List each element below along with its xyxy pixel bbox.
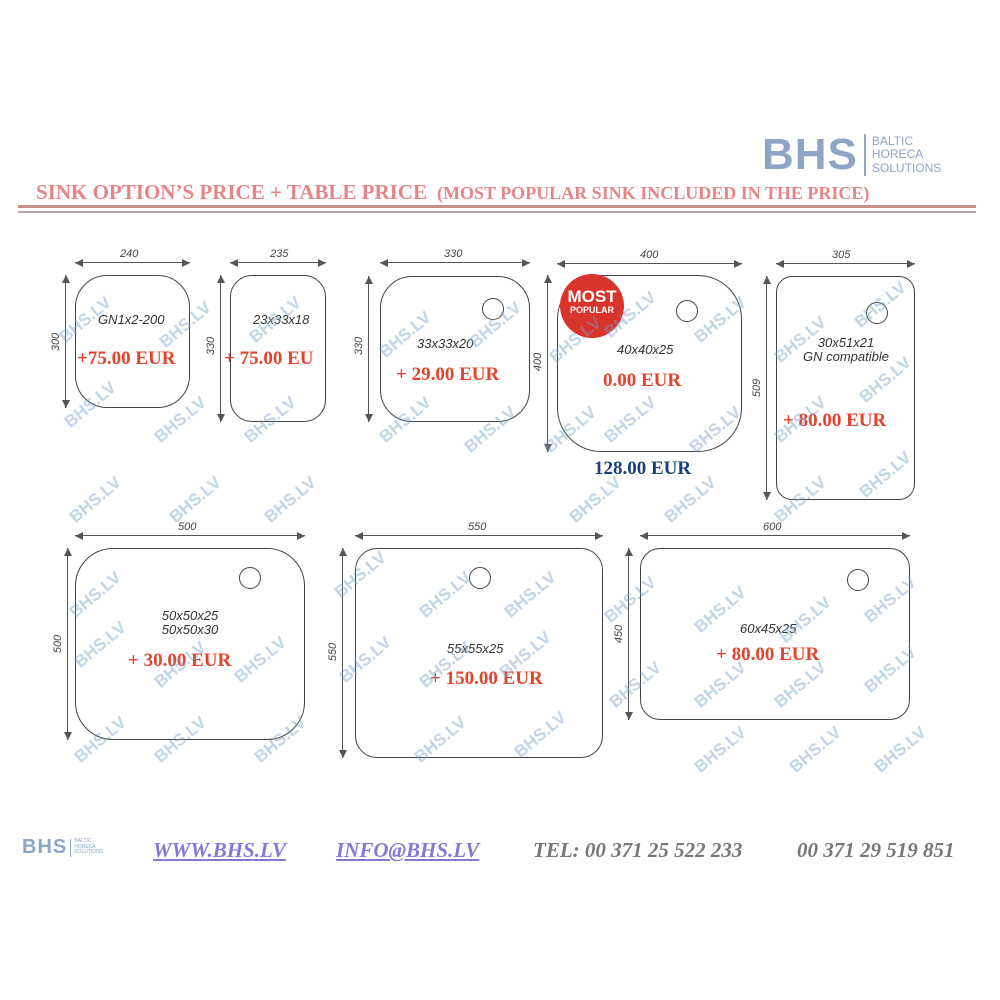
drain-hole (469, 567, 491, 589)
dimension-arrow (217, 275, 225, 422)
dimension-arrow (64, 548, 72, 740)
sink-outline (75, 548, 305, 740)
bhs-watermark: BHS.LV (165, 472, 225, 527)
dimension-label: 305 (832, 249, 851, 261)
dimension-arrow (75, 259, 190, 267)
dimension-arrow (380, 259, 530, 267)
dimension-arrow (640, 532, 910, 540)
price: 0.00 EUR (603, 370, 682, 391)
bhs-watermark: BHS.LV (690, 722, 750, 777)
dimension-label: 550 (468, 521, 487, 533)
dimension-arrow (557, 260, 742, 268)
bhs-watermark: BHS.LV (65, 472, 125, 527)
sink-outline (380, 276, 530, 422)
footer-bhs-logo: BHS BALTIC HORECA SOLUTIONS (22, 836, 104, 858)
dimension-label: 330 (205, 336, 218, 356)
sink-outline (355, 548, 603, 758)
sink-model: 50x50x25 50x50x30 (161, 608, 219, 638)
drain-hole (482, 298, 504, 320)
telephone: TEL: 00 371 25 522 233 (533, 838, 743, 862)
dimension-arrow (776, 260, 915, 268)
dimension-label: 509 (751, 378, 764, 398)
sink-model: 23x33x18 (253, 312, 310, 327)
sink-model: 40x40x25 (617, 342, 674, 357)
bhs-watermark: BHS.LV (565, 472, 625, 527)
page-title: SINK OPTION’S PRICE + TABLE PRICE (MOST P… (36, 180, 870, 204)
dimension-arrow (365, 276, 373, 422)
title-divider (18, 205, 976, 208)
sink-outline (75, 275, 190, 408)
title-divider-2 (18, 211, 976, 213)
sink-model: GN1x2-200 (98, 312, 165, 327)
dimension-arrow (62, 275, 70, 408)
telephone-2: 00 371 29 519 851 (797, 838, 955, 862)
bhs-logo: BHS BALTIC HORECA SOLUTIONS (762, 130, 942, 179)
dimension-label: 500 (52, 634, 65, 654)
drain-hole (239, 567, 261, 589)
bhs-watermark: BHS.LV (660, 472, 720, 527)
dimension-label: 500 (178, 521, 197, 533)
price: + 29.00 EUR (396, 364, 500, 385)
drain-hole (866, 302, 888, 324)
sink-outline (557, 275, 742, 452)
sink-outline (640, 548, 910, 720)
included-price: 128.00 EUR (594, 458, 692, 479)
sink-outline (230, 275, 326, 422)
page-subtitle: (MOST POPULAR SINK INCLUDED IN THE PRICE… (437, 183, 870, 203)
dimension-arrow (544, 275, 552, 452)
website-link[interactable]: WWW.BHS.LV (153, 838, 287, 862)
dimension-label: 330 (444, 248, 463, 260)
email-link[interactable]: INFO@BHS.LV (336, 838, 480, 862)
bhs-watermark: BHS.LV (260, 472, 320, 527)
drain-hole (676, 300, 698, 322)
dimension-label: 400 (640, 249, 659, 261)
sink-model: 60x45x25 (740, 621, 797, 636)
price: + 150.00 EUR (430, 668, 543, 689)
sink-model: 33x33x20 (417, 336, 474, 351)
price: + 75.00 EU (224, 348, 314, 369)
dimension-label: 400 (532, 352, 545, 372)
sink-model: 30x51x21 GN compatible (803, 335, 889, 365)
drain-hole (847, 569, 869, 591)
dimension-label: 550 (327, 642, 340, 662)
dimension-arrow (355, 532, 603, 540)
sink-model: 55x55x25 (447, 641, 504, 656)
dimension-label: 450 (613, 624, 626, 644)
dimension-arrow (75, 532, 305, 540)
dimension-arrow (625, 548, 633, 720)
price: + 80.00 EUR (716, 644, 820, 665)
dimension-label: 600 (763, 521, 782, 533)
sink-outline (776, 276, 915, 500)
price: + 30.00 EUR (128, 650, 232, 671)
bhs-watermark: BHS.LV (785, 722, 845, 777)
dimension-arrow (230, 259, 326, 267)
price: +75.00 EUR (77, 348, 176, 369)
price: + 80.00 EUR (783, 410, 887, 431)
most-popular-badge: MOST POPULAR (560, 274, 624, 338)
dimension-label: 330 (353, 336, 366, 356)
dimension-arrow (339, 548, 347, 758)
dimension-arrow (763, 276, 771, 500)
bhs-watermark: BHS.LV (870, 722, 930, 777)
dimension-label: 240 (120, 248, 139, 260)
dimension-label: 235 (270, 248, 289, 260)
